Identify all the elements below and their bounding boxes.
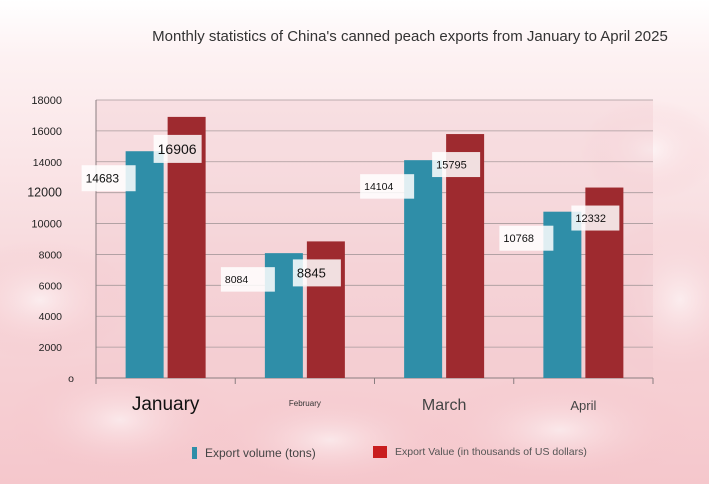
data-label-volume: 10768 xyxy=(503,233,534,245)
data-label-value: 15795 xyxy=(436,160,467,172)
legend-item-value: Export Value (in thousands of US dollars… xyxy=(373,446,587,458)
x-category-label: February xyxy=(289,399,321,408)
data-label-volume: 8084 xyxy=(225,274,249,286)
data-label-box xyxy=(571,205,620,231)
data-label-box xyxy=(432,152,481,178)
y-tick-label: 12000 xyxy=(27,186,62,200)
data-label-volume: 14683 xyxy=(86,172,120,186)
legend-label-value: Export Value (in thousands of US dollars… xyxy=(395,446,587,458)
data-label-box xyxy=(360,174,415,199)
legend-item-volume: Export volume (tons) xyxy=(192,446,316,460)
data-label-box xyxy=(81,165,136,192)
y-tick-label: o xyxy=(68,373,74,385)
data-label-box xyxy=(153,134,202,163)
data-label-value: 8845 xyxy=(297,266,326,281)
x-category-label: April xyxy=(570,398,596,413)
y-tick-label: 18000 xyxy=(31,95,62,107)
x-category-label: March xyxy=(422,397,466,414)
legend-swatch-volume xyxy=(192,447,197,459)
y-tick-label: 14000 xyxy=(33,157,62,169)
y-tick-label: 16000 xyxy=(31,126,62,138)
data-label-value: 12332 xyxy=(575,213,606,225)
y-tick-label: 2000 xyxy=(39,342,63,354)
data-label-box xyxy=(292,259,341,287)
y-tick-label: 4000 xyxy=(39,311,63,323)
data-label-box xyxy=(220,267,275,292)
data-label-volume: 14104 xyxy=(364,181,393,193)
x-category-label: January xyxy=(132,394,200,415)
data-label-box xyxy=(499,225,554,251)
data-label-value: 16906 xyxy=(158,141,197,157)
legend-label-volume: Export volume (tons) xyxy=(205,446,316,460)
y-tick-label: 8000 xyxy=(39,249,63,261)
legend-swatch-value xyxy=(373,446,387,458)
y-tick-label: 10000 xyxy=(31,219,62,231)
chart-title: Monthly statistics of China's canned pea… xyxy=(152,28,668,45)
y-tick-label: 6000 xyxy=(39,280,63,292)
chart-legend: Export volume (tons) Export Value (in th… xyxy=(0,446,709,466)
